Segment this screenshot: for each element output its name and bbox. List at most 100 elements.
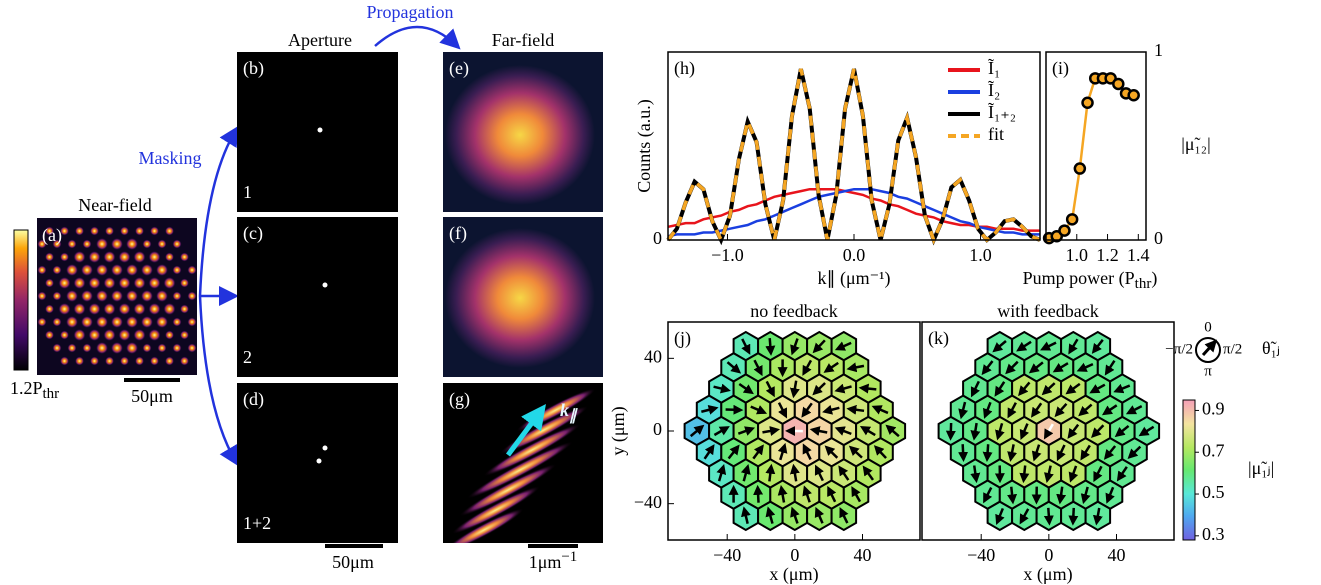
x-axis-label-part: Pump power (P <box>1023 268 1135 289</box>
phase-arrow <box>1007 402 1017 419</box>
phase-arrow <box>1076 362 1094 372</box>
panel-label: (k) <box>928 328 949 349</box>
phase-arrow <box>701 404 719 415</box>
phase-arrow <box>1104 359 1116 376</box>
aperture-dot <box>317 127 323 133</box>
phase-arrow <box>1040 341 1057 351</box>
phase-arrow <box>790 506 800 524</box>
colorbar-tick-label: 0.5 <box>1202 482 1225 502</box>
masking-label: Masking <box>139 148 202 168</box>
phase-arrow <box>1043 507 1054 526</box>
colorbar-tick-label: 0.9 <box>1202 399 1225 419</box>
near-field-spot <box>118 251 131 263</box>
near-field-spot <box>150 356 159 366</box>
phase-arrow <box>726 361 742 374</box>
masking-arrow <box>198 125 239 297</box>
phase-arrow <box>1019 508 1030 525</box>
phase-arrow <box>1031 444 1042 462</box>
plot-frame <box>667 321 921 541</box>
phase-arrow <box>838 465 850 481</box>
phase-arrow <box>1019 465 1030 484</box>
near-field-spot <box>60 356 69 366</box>
x-axis-label: x (μm) <box>1023 564 1072 585</box>
near-field-spot <box>172 291 182 301</box>
near-field-spot <box>52 239 62 249</box>
y-tick-label: 0 <box>1154 228 1163 248</box>
near-field-spot <box>73 303 86 315</box>
phase-arrow <box>1056 486 1067 505</box>
phase-arrow <box>1092 507 1103 526</box>
phase-arrow <box>834 383 852 394</box>
near-field-spot <box>88 329 101 341</box>
near-field-spot <box>187 317 197 327</box>
near-field-spot <box>52 317 62 327</box>
near-field-title: Near-field <box>78 195 152 215</box>
y-axis-label: y (μm) <box>608 406 629 455</box>
near-field-spot <box>141 316 153 328</box>
phase-arrow <box>1105 486 1115 504</box>
phase-arrow <box>824 445 839 459</box>
phase-arrow <box>871 405 889 415</box>
phase-arrow <box>995 507 1005 525</box>
near-field-spot <box>81 290 93 302</box>
phase-arrow <box>970 422 981 441</box>
panel-label: (c) <box>243 223 263 244</box>
phase-arrow <box>753 484 764 503</box>
series-line <box>666 68 1041 245</box>
chart: −40 0 40 (k) with feedback x (μm) 0.3 0.5 0.7 0.9… <box>921 301 1280 585</box>
x-tick-label: 1.2 <box>1096 245 1119 265</box>
phase-arrow <box>995 422 1005 441</box>
y-tick-label: 0 <box>653 419 662 439</box>
plot-frame <box>1045 51 1147 241</box>
panel-label: (j) <box>674 328 691 349</box>
near-field-spot <box>66 316 78 328</box>
panel-label: (a) <box>42 225 62 246</box>
phase-arrow <box>1091 424 1105 439</box>
phase-tick: π/2 <box>1223 341 1242 357</box>
phase-arrow <box>1103 445 1117 460</box>
phase-arrow <box>982 401 993 419</box>
phase-arrow <box>1125 405 1143 415</box>
near-field-spot <box>103 277 116 289</box>
phase-arrow <box>1089 383 1106 394</box>
near-field-spot <box>66 264 78 276</box>
chart: 1.0 1.2 1.40 1 (i) Pump power (Pthr) |μ̃₁₂| <box>1023 40 1211 292</box>
phase-arrow <box>823 361 839 373</box>
panel-label: (h) <box>674 58 695 79</box>
phase-arrow <box>713 383 731 394</box>
y-axis-label: Counts (a.u.) <box>634 99 655 193</box>
phase-arrow <box>802 485 812 503</box>
aperture-number: 2 <box>243 347 252 367</box>
scalebar-label: 50μm <box>332 552 374 572</box>
scalebar-label: 1μm−1 <box>529 549 578 572</box>
x-tick-label: 0.0 <box>843 245 866 265</box>
colorbar-tick-label: 0.3 <box>1202 524 1225 544</box>
colorbar-label: |μ̃₁ⱼ| <box>1248 458 1274 478</box>
x-tick-label: 0 <box>790 545 799 565</box>
fringe <box>466 441 574 499</box>
near-field-spot <box>172 265 182 275</box>
aperture-dot <box>316 458 322 464</box>
phase-arrow <box>1068 465 1079 483</box>
phase-arrow <box>858 383 877 394</box>
panel-label: (d) <box>243 389 264 410</box>
x-tick-label: 0 <box>1044 545 1053 565</box>
phase-arrow <box>1052 362 1069 373</box>
chart-title: no feedback <box>750 301 837 321</box>
near-field-spot <box>148 329 161 341</box>
phase-tick: 0 <box>1204 319 1212 335</box>
phase-arrow <box>982 444 993 462</box>
near-field-spot <box>126 316 138 328</box>
near-field-spot <box>150 226 159 236</box>
point <box>1081 96 1094 110</box>
near-field-spot <box>37 265 47 275</box>
phase-arrow <box>1080 486 1091 505</box>
x-axis-label-part: thr <box>1135 276 1152 292</box>
near-field-spot <box>118 329 131 341</box>
phase-arrow <box>750 405 768 415</box>
near-field-spot <box>52 343 62 353</box>
near-field-spot <box>73 277 86 289</box>
phase-arrow <box>1101 404 1118 416</box>
